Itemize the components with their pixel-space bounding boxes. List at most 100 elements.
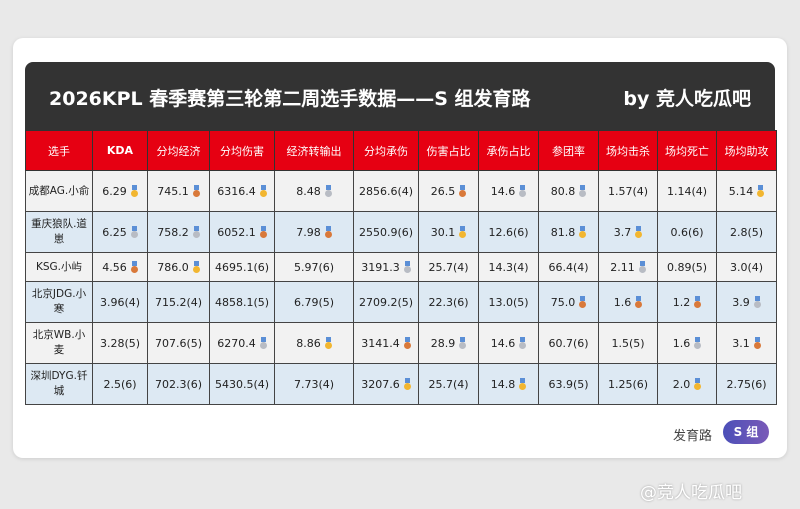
stat-cell: 22.3(6) — [418, 281, 479, 323]
table-row: 重庆狼队.道崽 6.25 758.2 6052.1 7.98 2550.9(6) 30.1 1… — [25, 211, 777, 253]
silver-medal-icon — [579, 184, 587, 197]
stat-cell: 758.2 — [147, 211, 210, 253]
bronze-medal-icon — [324, 225, 332, 238]
stat-value: 1.6 — [613, 295, 632, 309]
bronze-medal-icon — [259, 225, 267, 238]
stat-cell: 4.56 — [92, 252, 148, 282]
stat-cell: 5.97(6) — [274, 252, 354, 282]
stat-value: 22.3(6) — [428, 295, 469, 309]
table-row: KSG.小屿 4.56 786.0 4695.1(6) 5.97(6) 3191.3 25.… — [25, 252, 777, 282]
column-header: 场均击杀 — [598, 130, 658, 171]
stat-cell: 1.5(5) — [598, 322, 658, 364]
player-stats-table: 选手 KDA 分均经济 分均伤害 经济转输出 分均承伤 伤害占比 承伤占比 参团率 场均击杀 场均死… — [25, 130, 777, 405]
stat-value: 758.2 — [157, 225, 189, 239]
stat-value: 6316.4 — [217, 184, 256, 198]
stat-cell: 3191.3 — [353, 252, 419, 282]
stat-cell: 25.7(4) — [418, 363, 479, 405]
stat-value: 14.3(4) — [488, 260, 529, 274]
stat-value: 0.89(5) — [666, 260, 708, 274]
stat-value: 745.1 — [157, 184, 189, 198]
column-header: 承伤占比 — [478, 130, 539, 171]
silver-medal-icon — [324, 184, 332, 197]
stat-cell: 702.3(6) — [147, 363, 210, 405]
column-header: 场均助攻 — [716, 130, 777, 171]
gold-medal-icon — [459, 225, 467, 238]
stat-value: 30.1 — [430, 225, 456, 239]
stat-cell: 66.4(4) — [538, 252, 599, 282]
silver-medal-icon — [638, 260, 646, 273]
stat-cell: 2.11 — [598, 252, 658, 282]
stat-value: 1.6 — [672, 336, 691, 350]
silver-medal-icon — [753, 295, 761, 308]
stat-cell: 8.48 — [274, 170, 354, 212]
bronze-medal-icon — [635, 295, 643, 308]
stat-cell: 26.5 — [418, 170, 479, 212]
stat-value: 8.86 — [296, 336, 321, 350]
stat-value: 28.9 — [430, 336, 456, 350]
stat-value: 80.8 — [550, 184, 576, 198]
stat-cell: 1.57(4) — [598, 170, 658, 212]
stat-value: 3.0(4) — [729, 260, 764, 274]
stat-cell: 3.96(4) — [92, 281, 148, 323]
stat-cell: 60.7(6) — [538, 322, 599, 364]
stat-cell: 30.1 — [418, 211, 479, 253]
stat-cell: 75.0 — [538, 281, 599, 323]
stat-cell: 2.8(5) — [716, 211, 777, 253]
player-name: 北京JDG.小寒 — [25, 281, 93, 323]
stat-value: 4695.1(6) — [214, 260, 270, 274]
stat-cell: 0.89(5) — [657, 252, 717, 282]
title-banner: 2026KPL 春季赛第三轮第二周选手数据——S 组发育路 by 竞人吃瓜吧 — [25, 62, 775, 130]
stat-value: 3141.4 — [361, 336, 400, 350]
column-header: 伤害占比 — [418, 130, 479, 171]
stat-value: 707.6(5) — [154, 336, 203, 350]
stat-cell: 14.3(4) — [478, 252, 539, 282]
silver-medal-icon — [130, 225, 138, 238]
stat-cell: 25.7(4) — [418, 252, 479, 282]
gold-medal-icon — [694, 377, 702, 390]
bronze-medal-icon — [753, 336, 761, 349]
stat-cell: 745.1 — [147, 170, 210, 212]
stat-cell: 14.6 — [478, 170, 539, 212]
gold-medal-icon — [579, 225, 587, 238]
silver-medal-icon — [519, 184, 527, 197]
table-row: 北京JDG.小寒 3.96(4) 715.2(4) 4858.1(5) 6.79(5) 2… — [25, 281, 777, 323]
column-header: 分均承伤 — [353, 130, 419, 171]
stat-value: 2.75(6) — [726, 377, 767, 391]
stat-cell: 786.0 — [147, 252, 210, 282]
player-name: KSG.小屿 — [25, 252, 93, 282]
player-name: 重庆狼队.道崽 — [25, 211, 93, 253]
stat-value: 7.73(4) — [293, 377, 335, 391]
stat-cell: 1.25(6) — [598, 363, 658, 405]
stat-value: 3191.3 — [361, 260, 400, 274]
bronze-medal-icon — [192, 184, 200, 197]
stat-cell: 28.9 — [418, 322, 479, 364]
stat-value: 2.0 — [672, 377, 691, 391]
stat-value: 25.7(4) — [428, 260, 469, 274]
stat-value: 14.6 — [490, 336, 516, 350]
stat-cell: 2.75(6) — [716, 363, 777, 405]
stat-cell: 0.6(6) — [657, 211, 717, 253]
stat-value: 6.29 — [102, 184, 127, 198]
stat-value: 1.25(6) — [607, 377, 649, 391]
stat-cell: 1.6 — [598, 281, 658, 323]
stat-value: 2.5(6) — [103, 377, 137, 391]
stat-value: 3.7 — [613, 225, 632, 239]
watermark: @竞人吃瓜吧 — [640, 483, 742, 503]
stat-cell: 81.8 — [538, 211, 599, 253]
stat-cell: 3.28(5) — [92, 322, 148, 364]
stat-cell: 2709.2(5) — [353, 281, 419, 323]
stat-cell: 3207.6 — [353, 363, 419, 405]
stat-value: 66.4(4) — [548, 260, 589, 274]
stat-value: 2550.9(6) — [358, 225, 414, 239]
stat-value: 26.5 — [430, 184, 456, 198]
gold-medal-icon — [259, 184, 267, 197]
stat-value: 1.14(4) — [666, 184, 708, 198]
stat-value: 5430.5(4) — [214, 377, 270, 391]
stat-value: 6270.4 — [217, 336, 256, 350]
bronze-medal-icon — [130, 260, 138, 273]
stat-value: 3.9 — [732, 295, 750, 309]
stat-value: 6052.1 — [217, 225, 256, 239]
stat-value: 702.3(6) — [154, 377, 203, 391]
stat-value: 786.0 — [157, 260, 189, 274]
column-header: 参团率 — [538, 130, 599, 171]
